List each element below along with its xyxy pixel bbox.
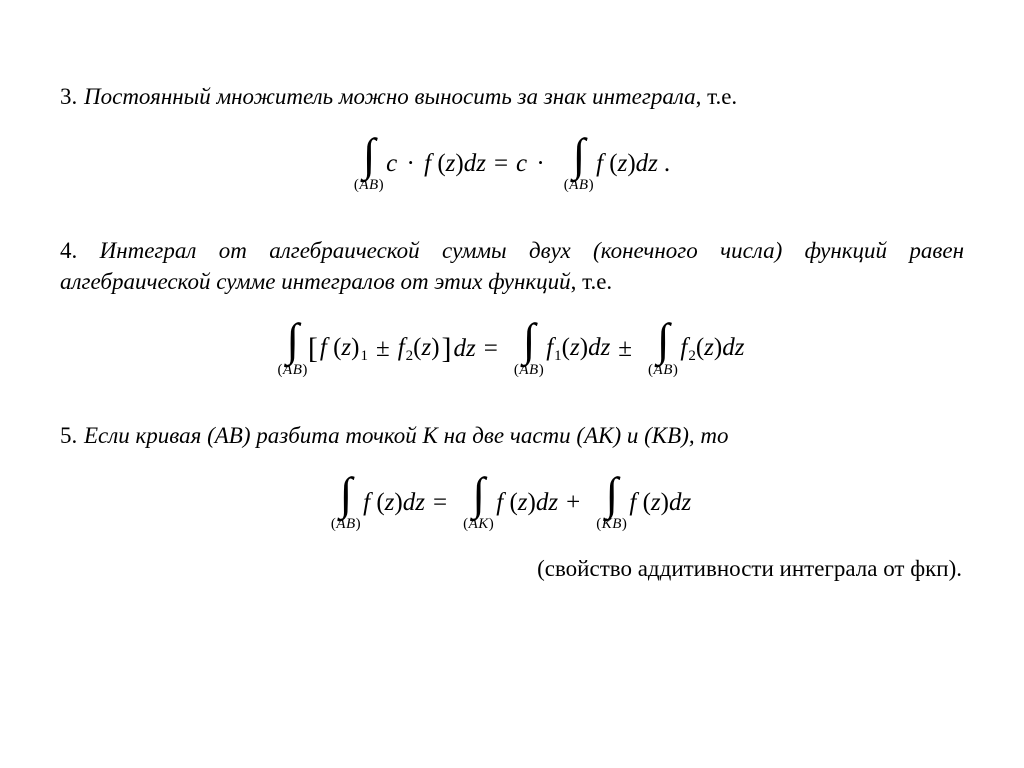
term-f2: f2(z) — [396, 334, 442, 365]
bracket-close: ] — [442, 332, 452, 366]
body-3: f (z)dz — [627, 489, 693, 517]
integral-symbol: ∫ (AB) — [514, 320, 544, 378]
body-1: f (z)dz — [361, 489, 427, 517]
equation-3: ∫ (AB) c · f (z)dz = c · ∫ (AB) f (z)dz … — [60, 135, 964, 193]
plus-minus: ± — [612, 335, 638, 363]
integral-symbol: ∫ (AB) — [648, 320, 678, 378]
plus-sign: + — [560, 489, 586, 517]
body-2: f (z)dz — [494, 489, 560, 517]
item-number: 5. — [60, 420, 84, 451]
term-f1: f (z)1 — [318, 334, 370, 365]
property-4: 4. Интеграл от алгебраической суммы двух… — [60, 235, 964, 378]
lead-tail: , т.е. — [571, 269, 613, 294]
equals-sign: = — [478, 335, 504, 363]
rhs-term1: f1(z)dz — [544, 334, 612, 365]
item-number: 3. — [60, 81, 84, 112]
rhs-term2: f2(z)dz — [678, 334, 746, 365]
equals-sign: = — [488, 150, 514, 178]
page-content: 3.Постоянный множитель можно выносить за… — [0, 0, 1024, 664]
item-number: 4. — [60, 238, 77, 263]
property-3: 3.Постоянный множитель можно выносить за… — [60, 81, 964, 193]
integral-symbol: ∫ (AB) — [331, 474, 361, 532]
property-3-text: 3.Постоянный множитель можно выносить за… — [60, 81, 964, 112]
integral-symbol: ∫ (AB) — [354, 135, 384, 193]
property-5-text: 5.Если кривая (AB) разбита точкой K на д… — [60, 420, 964, 451]
integral-symbol: ∫ (AB) — [278, 320, 308, 378]
bracket-open: [ — [308, 332, 318, 366]
integral-symbol: ∫ (KB) — [596, 474, 627, 532]
property-4-text: 4. Интеграл от алгебраической суммы двух… — [60, 235, 964, 297]
lhs-body: c · f (z)dz — [384, 150, 488, 178]
equation-5: ∫ (AB) f (z)dz = ∫ (AK) f (z)dz + ∫ (KB)… — [60, 474, 964, 532]
equation-4: ∫ (AB) [ f (z)1 ± f2(z) ] dz = ∫ (AB) f1… — [60, 320, 964, 378]
lead-italic: Постоянный множитель можно выносить за з… — [84, 84, 696, 109]
dz: dz — [452, 335, 478, 363]
integral-symbol: ∫ (AB) — [564, 135, 594, 193]
period: . — [660, 150, 670, 178]
property-5: 5.Если кривая (AB) разбита точкой K на д… — [60, 420, 964, 582]
lead-italic: Интеграл от алгебраической суммы двух (к… — [60, 238, 964, 294]
equals-sign: = — [427, 489, 453, 517]
property-5-footnote: (свойство аддитивности интеграла от фкп)… — [60, 556, 964, 582]
lead-tail: , т.е. — [696, 84, 738, 109]
integral-symbol: ∫ (AK) — [463, 474, 494, 532]
rhs-body: f (z)dz — [594, 150, 660, 178]
rhs-const: c · — [514, 150, 550, 178]
plus-minus: ± — [370, 335, 396, 363]
